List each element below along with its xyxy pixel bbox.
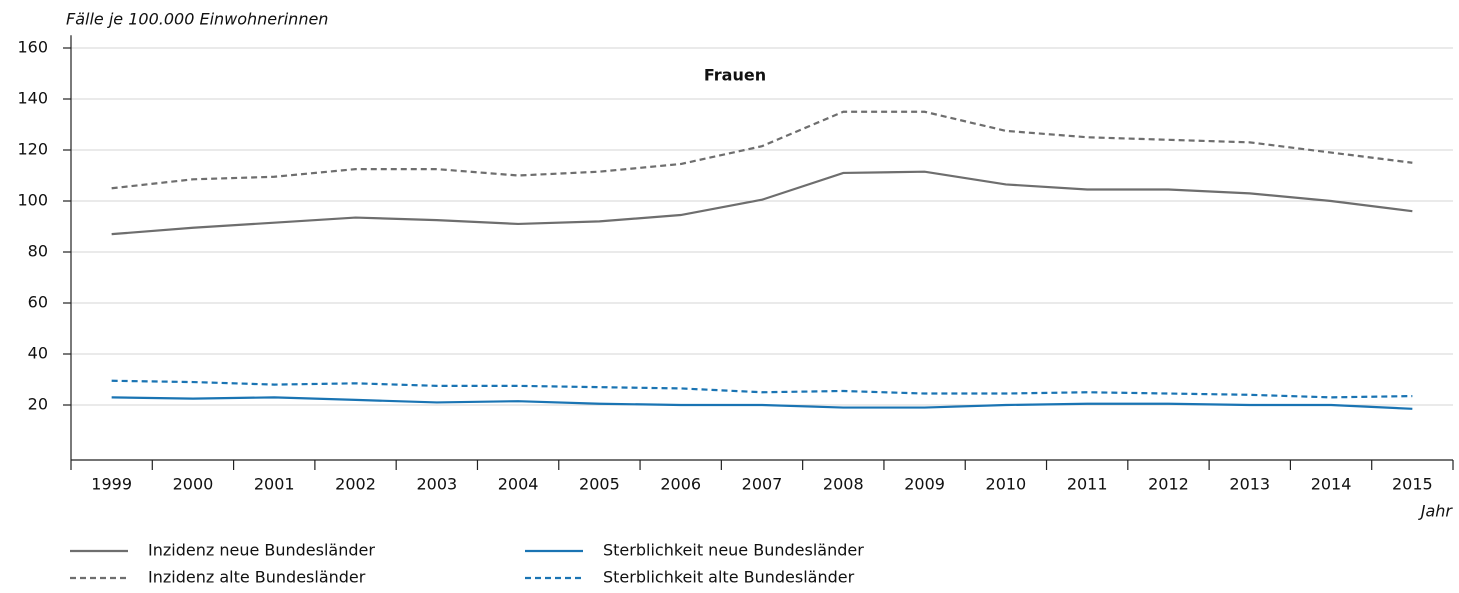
x-tick-label: 2014 xyxy=(1311,475,1352,494)
x-tick-label: 2015 xyxy=(1392,475,1433,494)
x-tick-label: 2001 xyxy=(254,475,295,494)
x-tick-label: 2000 xyxy=(173,475,214,494)
x-tick-label: 2005 xyxy=(579,475,620,494)
series-line xyxy=(111,379,1413,399)
y-axis-label: Fälle je 100.000 Einwohnerinnen xyxy=(66,10,328,29)
y-tick-label: 140 xyxy=(17,89,48,108)
x-tick-label: 2002 xyxy=(335,475,376,494)
series-line xyxy=(111,110,1413,190)
x-tick-label: 2011 xyxy=(1067,475,1108,494)
legend-label: Sterblichkeit neue Bundesländer xyxy=(603,541,864,560)
y-tick-label: 20 xyxy=(28,395,48,414)
x-tick-label: 2008 xyxy=(823,475,864,494)
x-tick-label: 2010 xyxy=(986,475,1027,494)
x-tick-label: 2003 xyxy=(416,475,457,494)
y-tick-label: 40 xyxy=(28,344,48,363)
legend-label: Sterblichkeit alte Bundesländer xyxy=(603,568,855,587)
y-tick-label: 60 xyxy=(28,293,48,312)
x-tick-label: 2004 xyxy=(498,475,539,494)
y-tick-label: 100 xyxy=(17,191,48,210)
legend-label: Inzidenz neue Bundesländer xyxy=(148,541,375,560)
y-tick-label: 160 xyxy=(17,38,48,57)
y-tick-label: 80 xyxy=(28,242,48,261)
x-axis-label: Jahr xyxy=(1418,502,1454,521)
x-tick-label: 2009 xyxy=(904,475,945,494)
x-tick-label: 2007 xyxy=(742,475,783,494)
x-tick-label: 2006 xyxy=(660,475,701,494)
x-tick-label: 2012 xyxy=(1148,475,1189,494)
chart-title: Frauen xyxy=(704,66,766,85)
x-tick-label: 1999 xyxy=(91,475,132,494)
x-tick-label: 2013 xyxy=(1229,475,1270,494)
series-line xyxy=(111,396,1413,410)
y-tick-label: 120 xyxy=(17,140,48,159)
series-line xyxy=(111,170,1413,236)
legend-label: Inzidenz alte Bundesländer xyxy=(148,568,366,587)
